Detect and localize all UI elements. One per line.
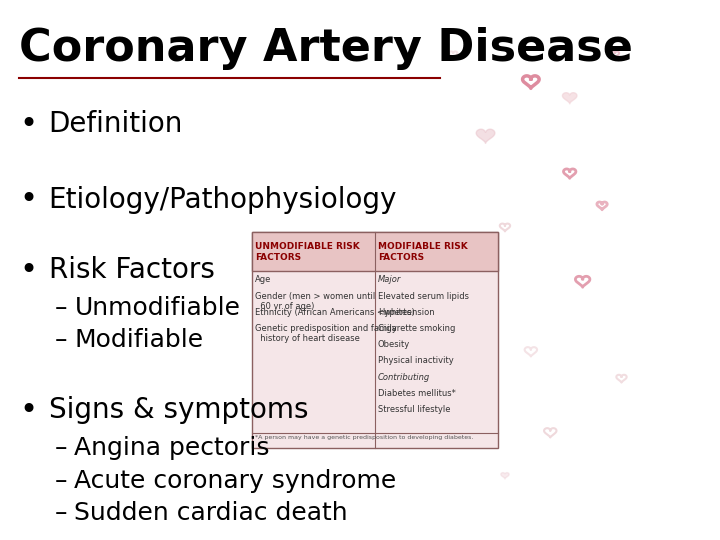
Text: •: • (19, 255, 37, 285)
Text: Coronary Artery Disease: Coronary Artery Disease (19, 27, 634, 70)
Text: Stressful lifestyle: Stressful lifestyle (378, 405, 451, 414)
Text: Contributing: Contributing (378, 373, 430, 382)
Text: –: – (55, 501, 68, 525)
Text: –: – (55, 296, 68, 320)
Text: Angina pectoris: Angina pectoris (74, 436, 270, 460)
Text: Obesity: Obesity (378, 340, 410, 349)
Text: MODIFIABLE RISK
FACTORS: MODIFIABLE RISK FACTORS (378, 241, 468, 262)
Text: Gender (men > women until
  60 yr of age): Gender (men > women until 60 yr of age) (255, 292, 375, 311)
Text: Acute coronary syndrome: Acute coronary syndrome (74, 469, 397, 492)
Text: Physical inactivity: Physical inactivity (378, 356, 454, 366)
Text: –: – (55, 328, 68, 352)
Polygon shape (562, 93, 577, 104)
Text: Risk Factors: Risk Factors (48, 256, 215, 284)
FancyBboxPatch shape (253, 232, 498, 271)
Text: UNMODIFIABLE RISK
FACTORS: UNMODIFIABLE RISK FACTORS (255, 241, 360, 262)
Text: Signs & symptoms: Signs & symptoms (48, 396, 308, 424)
Text: –: – (55, 436, 68, 460)
Text: –: – (55, 469, 68, 492)
Text: Unmodifiable: Unmodifiable (74, 296, 240, 320)
Polygon shape (501, 472, 509, 479)
Text: *A person may have a genetic predisposition to developing diabetes.: *A person may have a genetic predisposit… (255, 435, 473, 440)
Text: Genetic predisposition and family
  history of heart disease: Genetic predisposition and family histor… (255, 324, 397, 343)
Text: Elevated serum lipids: Elevated serum lipids (378, 292, 469, 301)
Text: Age: Age (255, 275, 271, 285)
Text: Cigarette smoking: Cigarette smoking (378, 324, 455, 333)
Text: Sudden cardiac death: Sudden cardiac death (74, 501, 348, 525)
Text: Hypertension: Hypertension (378, 308, 435, 317)
Text: •: • (19, 185, 37, 214)
Text: Major: Major (378, 275, 401, 285)
Text: •: • (19, 110, 37, 139)
Text: Modifiable: Modifiable (74, 328, 204, 352)
Text: Ethnicity (African Americans <whites): Ethnicity (African Americans <whites) (255, 308, 415, 317)
Polygon shape (476, 129, 495, 143)
Polygon shape (461, 375, 472, 382)
Text: Etiology/Pathophysiology: Etiology/Pathophysiology (48, 186, 397, 214)
Text: Diabetes mellitus*: Diabetes mellitus* (378, 389, 456, 398)
Text: Definition: Definition (48, 110, 183, 138)
FancyBboxPatch shape (253, 232, 498, 448)
Text: •: • (19, 396, 37, 425)
